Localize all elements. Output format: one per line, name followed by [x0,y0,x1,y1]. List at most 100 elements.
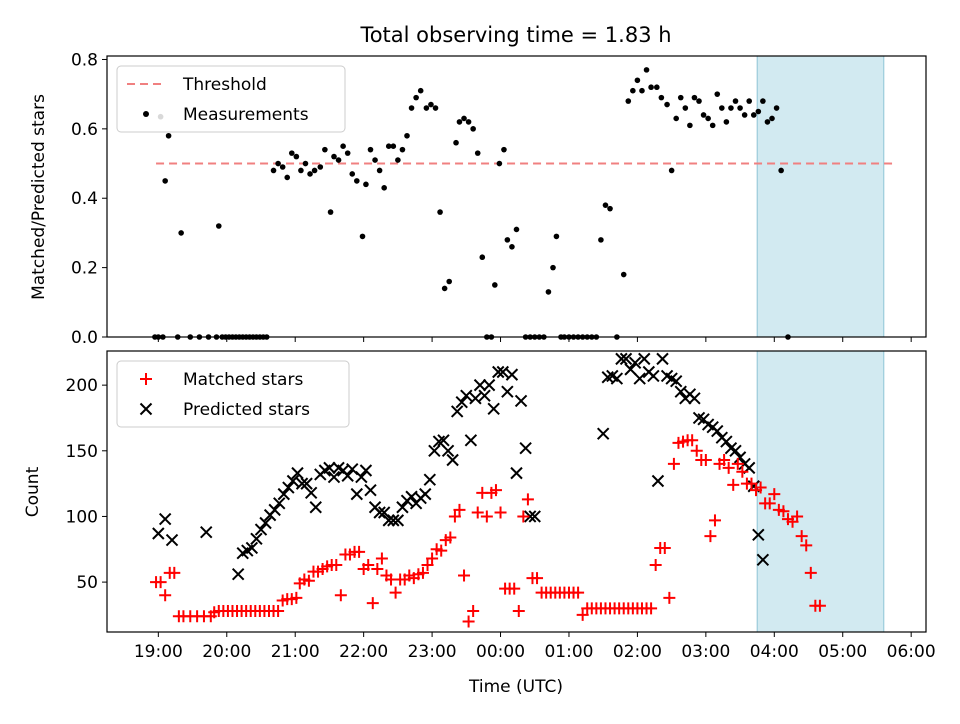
measurement-point [691,94,698,101]
measurement-point [354,178,360,184]
predicted-point [158,512,172,526]
matched-point [800,539,813,552]
measurement-point [331,153,337,160]
measurement-point [746,98,752,104]
matched-point [754,481,767,494]
predicted-point [273,497,286,510]
matched-point [795,530,808,543]
x-tick-label: 19:00 [134,642,183,662]
matched-point [421,559,434,572]
measurement-point [165,132,172,139]
legend-label: Matched stars [183,370,303,390]
matched-point [154,576,167,589]
x-tick-label: 00:00 [476,642,525,662]
legend-label: Predicted stars [183,400,310,420]
matched-point [768,488,781,501]
x-tick-label: 02:00 [613,642,662,662]
predicted-point [651,474,665,488]
measurement-point [658,94,665,101]
matched-point [663,591,676,604]
predicted-point [277,487,291,501]
measurement-point [474,150,481,156]
predicted-point [259,516,272,530]
measurement-point [372,157,378,163]
measurement-point [750,112,757,118]
matched-point [508,582,521,595]
measurement-point [696,98,702,104]
y-tick-label: 0.0 [71,328,98,348]
predicted-point [282,481,295,494]
matched-point [494,506,507,519]
measurement-point [513,226,520,233]
x-tick-label: 20:00 [202,642,251,662]
measurement-point [654,84,660,91]
legend-measurement-swatch [143,111,149,117]
measurement-point [470,126,476,132]
top-y-axis-label: Matched/Predicted stars [29,94,49,300]
predicted-point [596,427,610,440]
x-tick-label: 03:00 [681,642,730,662]
matched-point [416,566,429,579]
matched-point [362,559,375,572]
measurement-point [682,105,689,111]
measurement-point [428,101,434,108]
plot-frame [106,350,927,633]
matched-point [690,444,703,457]
matched-point [658,541,671,554]
x-axis-label: Time (UTC) [468,677,563,697]
matched-point [334,589,347,602]
matched-point [435,544,448,557]
predicted-point [291,466,304,480]
predicted-point [455,396,468,409]
matched-point [649,559,662,572]
matched-point [727,478,740,491]
measurement-point [630,87,636,94]
measurement-point [423,105,430,111]
measurement-point [307,171,313,177]
matched-point [813,599,826,612]
y-tick-label: 200 [66,376,98,396]
measurement-point [778,167,784,174]
matched-point [576,608,589,621]
measurement-point [293,153,300,160]
predicted-point [309,501,322,514]
measurement-point [302,160,309,167]
predicted-point [519,441,532,455]
predicted-point [355,470,368,484]
matched-point [353,545,366,558]
legend: Matched stars Predicted stars [116,360,350,428]
measurement-point [719,105,725,111]
predicted-point [200,525,213,539]
measurement-point [367,146,374,153]
matched-point [290,591,303,604]
measurement-point [275,160,281,167]
matched-point [453,503,466,516]
predicted-point [633,372,646,385]
predicted-point [615,352,628,366]
matched-point [366,597,379,610]
y-tick-label: 50 [76,573,98,593]
measurement-point [437,209,443,215]
highlight-band [756,350,885,633]
matched-point [804,566,817,579]
measurement-point [270,167,277,174]
measurement-point [363,181,369,188]
measurement-point [385,143,392,149]
measurement-point [178,230,184,236]
x-tick-label: 22:00 [339,642,388,662]
measurement-point [504,237,511,243]
measurement-point [390,143,397,149]
predicted-point [441,444,455,458]
measurement-point [496,160,503,167]
matched-point [736,465,749,478]
matched-point [467,604,480,617]
measurement-point [453,139,459,146]
measurement-point [760,98,766,104]
matched-point [448,510,461,523]
measurement-point [492,282,498,288]
y-tick-label: 0.8 [71,50,98,70]
matched-point [389,586,402,599]
predicted-point [359,464,373,477]
measurement-point [639,87,645,94]
